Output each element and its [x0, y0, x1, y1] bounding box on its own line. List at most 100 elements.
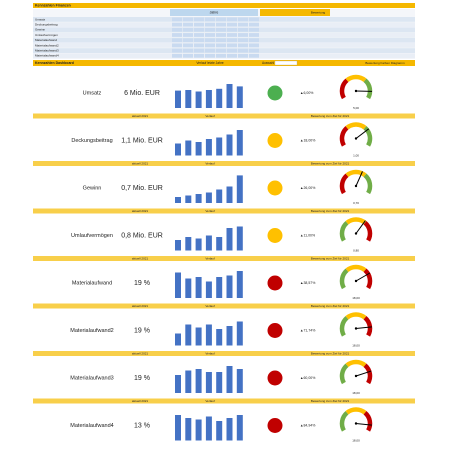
table-cell	[194, 38, 204, 43]
gauge-label: 0,80	[353, 248, 359, 252]
table-row-label: Materialaufwand2	[35, 43, 59, 47]
status-light	[267, 228, 283, 243]
table-row-label: Materialaufwand3	[35, 48, 59, 52]
row-band	[33, 113, 415, 119]
trend-bar	[185, 140, 192, 156]
years-label: Jahre	[210, 10, 219, 14]
change-value: 71,74%	[303, 328, 315, 332]
table-cell	[249, 43, 259, 48]
gauge-needle	[355, 220, 366, 234]
band-trend: Verlauf	[205, 351, 215, 355]
gauge-arc	[363, 316, 373, 337]
table-cell	[227, 22, 237, 27]
gauge-hub	[354, 374, 358, 378]
table-cell	[216, 17, 226, 22]
trend-bar	[226, 418, 233, 441]
table-cell	[238, 22, 248, 27]
change-text: ▲18,00%	[300, 138, 315, 142]
gauge-arc	[363, 78, 373, 100]
gauge-arc	[363, 221, 373, 242]
band-current: aktuell 2021	[132, 399, 149, 403]
band-current: aktuell 2021	[132, 114, 149, 118]
status-light	[267, 85, 283, 101]
trend-bar	[216, 372, 223, 393]
trend-bar	[195, 142, 202, 156]
row-band	[33, 351, 415, 356]
band-rating: Bewertung zum Ziel für 2021	[311, 399, 350, 403]
table-cell	[216, 33, 226, 37]
kpi-label: Gewinn	[83, 185, 102, 191]
gauge-needle	[355, 171, 363, 187]
change-value: 38,57%	[303, 281, 315, 285]
gauge-hub	[354, 89, 358, 93]
table-cell	[194, 17, 204, 22]
rating-header	[260, 9, 330, 16]
trend-bar	[216, 329, 223, 346]
band-rating: Bewertung zum Ziel für 2021	[311, 161, 350, 165]
table-cell	[238, 33, 248, 37]
table-row-label: Deckungsbeitrag	[35, 22, 58, 26]
row-band	[33, 398, 415, 404]
table-cell	[238, 48, 248, 53]
rating-label: Bewertung	[311, 10, 326, 14]
trend-bar	[205, 324, 212, 346]
gauge-hub	[354, 184, 358, 188]
table-cell	[194, 27, 204, 32]
trend-bar	[236, 130, 243, 156]
trend-bar	[236, 321, 243, 346]
gauge-arc	[345, 359, 367, 368]
table-cell	[227, 17, 237, 22]
trend-bar	[175, 375, 181, 393]
gauge-arc	[363, 363, 373, 385]
finance-title: Kennzahlen Finanzen	[35, 3, 71, 7]
trend-bar	[226, 275, 233, 298]
change-value: 6,00%	[303, 91, 313, 95]
select-box[interactable]	[274, 60, 298, 66]
gauge-needle	[355, 272, 371, 282]
table-row-label: Umlaufvermögen	[35, 33, 58, 37]
trend-bar	[195, 419, 202, 441]
row-band	[33, 208, 415, 214]
change-arrow: ▲	[300, 138, 303, 142]
change-arrow: ▲	[300, 328, 303, 332]
table-cell	[205, 22, 215, 27]
status-light	[267, 323, 283, 338]
dashboard-header-bar	[33, 60, 415, 66]
trend-bar	[236, 271, 243, 298]
gauge-arc	[345, 122, 367, 130]
gauge-label: 18,00	[352, 391, 360, 395]
trend-bar	[175, 197, 181, 203]
table-row-label: Materialaufwand	[35, 38, 57, 42]
change-arrow: ▲	[300, 281, 303, 285]
table-cell	[205, 33, 215, 37]
trend-bar	[226, 134, 233, 156]
dashboard-title: Kennzahlen Dashboard	[35, 61, 74, 65]
row-band	[33, 256, 415, 261]
gauge-label: 0,70	[353, 201, 359, 205]
gauge-needle	[355, 326, 372, 329]
gauge-arc	[339, 221, 349, 242]
trend-bar	[185, 195, 192, 203]
gauge-hub	[354, 232, 358, 235]
kpi-label: Umsatz	[83, 90, 102, 96]
gauge-label: 18,00	[352, 438, 360, 442]
table-cell	[194, 33, 204, 37]
band-trend: Verlauf	[205, 304, 215, 308]
band-rating: Bewertung zum Ziel für 2021	[311, 351, 350, 355]
gauge-needle	[355, 128, 370, 139]
kpi-value: 6 Mio. EUR	[124, 90, 160, 97]
table-cell	[205, 53, 215, 58]
table-cell	[227, 43, 237, 48]
row-band	[33, 161, 415, 166]
trend-bar	[236, 415, 243, 441]
table-cell	[205, 38, 215, 43]
trend-bar	[216, 277, 223, 298]
trend-bar	[205, 139, 212, 156]
table-cell	[238, 27, 248, 32]
table-cell	[183, 48, 193, 53]
trend-bar	[205, 416, 212, 441]
table-cell	[249, 33, 259, 37]
table-cell	[172, 33, 182, 37]
gauge-arc	[339, 411, 349, 432]
gauge-arc	[339, 126, 349, 147]
